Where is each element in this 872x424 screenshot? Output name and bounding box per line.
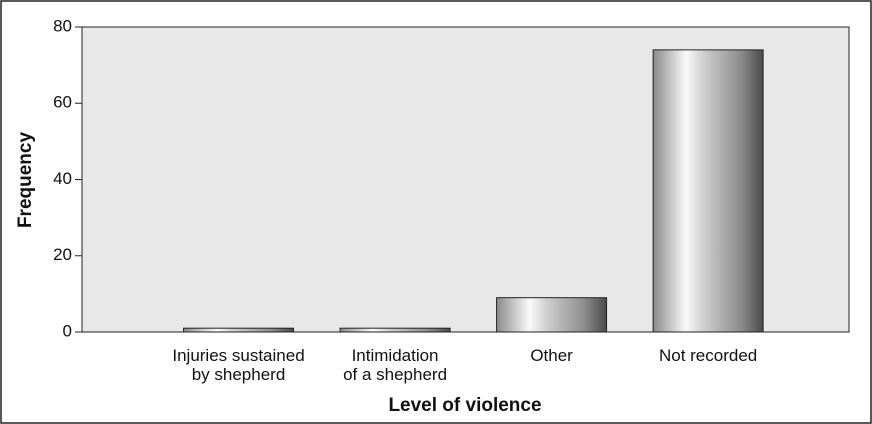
y-tick-label: 80 <box>53 16 72 35</box>
bar <box>496 297 608 333</box>
y-tick-label: 20 <box>53 245 72 264</box>
y-tick-label: 40 <box>53 169 72 188</box>
x-axis-label: Level of violence <box>388 395 541 416</box>
x-tick-label: Not recorded <box>658 346 758 365</box>
bar <box>339 327 451 333</box>
x-tick-label: Injuries sustained by shepherd <box>172 346 305 384</box>
bar <box>183 327 295 333</box>
x-tick-label: Other <box>530 346 573 365</box>
y-tick-label: 60 <box>53 93 72 112</box>
y-axis-label: Frequency <box>15 132 36 229</box>
x-tick-label: Intimidation of a shepherd <box>343 346 448 384</box>
y-tick-label: 0 <box>63 321 72 340</box>
bar <box>652 49 764 333</box>
